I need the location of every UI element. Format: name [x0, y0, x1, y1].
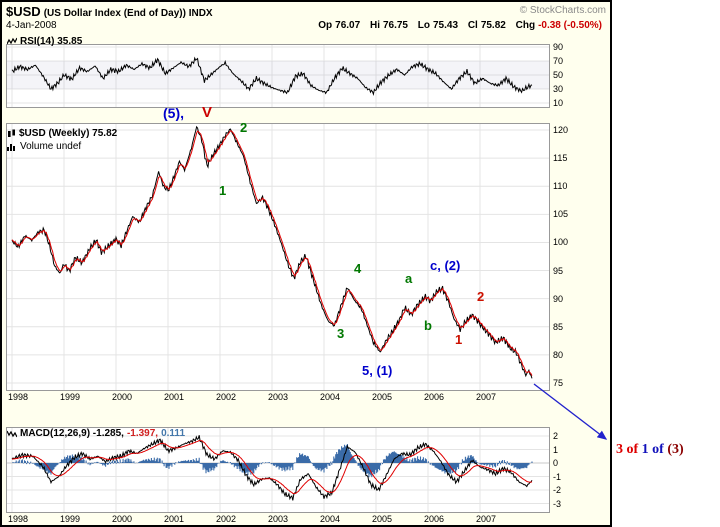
- elliott-wave-annotation: a: [405, 271, 413, 286]
- change-value: -0.38 (-0.50%): [538, 20, 602, 31]
- wave-projection-note: 3 of 1 of (3): [616, 442, 684, 458]
- close-value: 75.82: [480, 20, 506, 31]
- symbol-description: (US Dollar Index (End of Day)) INDX: [43, 8, 213, 19]
- note-part-2: 1 of: [641, 442, 668, 457]
- x-axis-year-label: 2003: [268, 392, 289, 402]
- price-label-text: $USD (Weekly) 75.82: [19, 128, 118, 139]
- macd-y-axis-label: -3: [553, 498, 562, 509]
- macd-y-axis-label: -2: [553, 485, 562, 495]
- close-label: Cl: [467, 20, 478, 31]
- x-axis-year-label: 2001: [164, 514, 185, 524]
- price-y-axis-label: 105: [553, 209, 569, 220]
- high-value: 76.75: [382, 20, 408, 31]
- high-label: Hi: [369, 20, 380, 31]
- x-axis-year-label: 2007: [476, 392, 497, 402]
- price-y-axis-label: 80: [553, 349, 564, 360]
- elliott-wave-annotation: 2: [240, 120, 248, 135]
- elliott-wave-annotation: V: [202, 104, 213, 121]
- x-axis-year-label: 2006: [424, 514, 445, 524]
- macd-y-axis-label: 0: [553, 458, 559, 468]
- symbol: $USD: [6, 4, 41, 19]
- quote-date: 4-Jan-2008: [6, 20, 57, 31]
- rsi-panel-plot: [6, 44, 550, 108]
- x-axis-year-label: 1999: [60, 514, 81, 524]
- note-part-3: (3): [667, 442, 684, 457]
- x-axis-year-label: 2002: [216, 392, 237, 402]
- macd-y-axis-label: -1: [553, 471, 562, 482]
- elliott-wave-annotation: b: [424, 318, 432, 333]
- rsi-y-axis-label: 30: [553, 84, 564, 94]
- volume-label-text: Volume undef: [20, 141, 82, 152]
- price-y-axis-label: 90: [553, 293, 564, 304]
- elliott-wave-annotation: 4: [354, 261, 362, 276]
- candlestick-icon: [8, 129, 15, 137]
- low-value: 75.43: [433, 20, 459, 31]
- x-axis-year-label: 2001: [164, 392, 185, 402]
- volume-bars-icon: [7, 143, 15, 151]
- rsi-y-axis-label: 10: [553, 98, 564, 108]
- x-axis-year-label: 2004: [320, 392, 341, 402]
- note-part-1: 3 of: [616, 442, 642, 457]
- x-axis-year-label: 2002: [216, 514, 237, 524]
- volume-label: Volume undef: [7, 141, 81, 152]
- rsi-y-axis-label: 70: [553, 56, 564, 66]
- change-label: Chg: [515, 20, 536, 31]
- price-y-axis-label: 110: [553, 181, 568, 192]
- price-y-axis-label: 95: [553, 265, 564, 276]
- x-axis-year-label: 2007: [476, 514, 497, 524]
- macd-indicator-label: MACD(12,26,9) -1.285, -1.397, 0.111: [7, 428, 185, 439]
- x-axis-year-label: 2005: [372, 392, 393, 402]
- line-indicator-icon: [7, 430, 17, 438]
- x-axis-year-label: 1999: [60, 392, 81, 402]
- x-axis-year-label: 2006: [424, 392, 445, 402]
- rsi-y-axis-label: 90: [553, 42, 564, 52]
- rsi-indicator-label: RSI(14) 35.85: [7, 36, 82, 47]
- header: $USD (US Dollar Index (End of Day)) INDX: [6, 3, 213, 21]
- elliott-wave-annotation: c, (2): [430, 258, 461, 273]
- price-panel-plot: [6, 123, 550, 391]
- x-axis-year-label: 2005: [372, 514, 393, 524]
- elliott-wave-annotation: 1: [219, 183, 227, 198]
- price-y-axis-label: 85: [553, 321, 564, 332]
- rsi-y-axis-label: 50: [553, 70, 564, 80]
- elliott-wave-annotation: 3: [337, 326, 345, 341]
- price-y-axis-label: 100: [553, 237, 569, 248]
- low-label: Lo: [417, 20, 430, 31]
- price-series-label: $USD (Weekly) 75.82: [7, 128, 117, 139]
- elliott-wave-annotation: 1: [455, 332, 463, 347]
- price-y-axis-label: 115: [553, 153, 568, 164]
- elliott-wave-annotation: (5),: [163, 105, 184, 121]
- x-axis-year-label: 2004: [320, 514, 341, 524]
- open-value: 76.07: [335, 20, 361, 31]
- price-y-axis-label: 75: [553, 377, 564, 388]
- stockcharts-copyright: © StockCharts.com: [519, 5, 606, 16]
- x-axis-year-label: 1998: [8, 392, 29, 402]
- macd-histogram-value: 0.111: [161, 428, 185, 439]
- x-axis-year-label: 2000: [112, 514, 133, 524]
- rsi-label-text: RSI(14) 35.85: [20, 36, 83, 47]
- x-axis-year-label: 1998: [8, 514, 29, 524]
- elliott-wave-annotation: 2: [477, 289, 485, 304]
- line-indicator-icon: [7, 37, 17, 45]
- macd-value: MACD(12,26,9) -1.285,: [20, 428, 124, 439]
- macd-panel-plot: [6, 427, 550, 513]
- elliott-wave-annotation: 5, (1): [362, 363, 393, 378]
- x-axis-year-label: 2003: [268, 514, 289, 524]
- x-axis-year-label: 2000: [112, 392, 133, 402]
- quote-line: Op 76.07 Hi 76.75 Lo 75.43 Cl 75.82 Chg -0.38…: [311, 20, 602, 31]
- macd-signal-value: -1.397,: [126, 428, 159, 439]
- price-y-axis-label: 120: [553, 125, 569, 135]
- open-label: Op: [318, 20, 333, 31]
- macd-y-axis-label: 2: [553, 431, 559, 441]
- macd-y-axis-label: 1: [553, 444, 559, 455]
